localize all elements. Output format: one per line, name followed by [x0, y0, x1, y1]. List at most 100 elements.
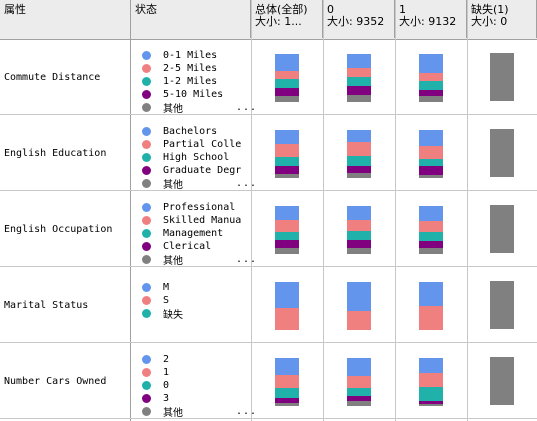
header-missing[interactable]: 缺失(1) 大小: 0	[467, 0, 537, 38]
bar-segment	[275, 157, 299, 166]
missing-bar[interactable]	[490, 281, 514, 329]
bar-segment	[347, 85, 371, 95]
bar-segment	[275, 282, 299, 309]
state-color-dot-icon	[142, 393, 151, 403]
bar-segment	[419, 240, 443, 248]
bar-segment	[275, 240, 299, 248]
bar-segment	[347, 376, 371, 388]
missing-bar[interactable]	[490, 205, 514, 253]
header-total[interactable]: 总体(全部) 大小: 1...	[251, 0, 323, 38]
attribute-name: Number Cars Owned	[4, 375, 107, 387]
bar-segment	[347, 173, 371, 178]
state-color-dot-icon	[142, 254, 151, 264]
state-legend: Bachelors Partial Colle High School Graduat…	[142, 115, 256, 191]
attribute-row[interactable]: English Education Bachelors Partial Colle H…	[0, 115, 537, 191]
state-item: 2-5 Miles	[142, 62, 252, 74]
state-item: 5-10 Miles	[142, 88, 252, 100]
state-legend: Professional Skilled Manua Management Cleri…	[142, 191, 256, 267]
attribute-name: Commute Distance	[4, 71, 101, 83]
missing-bar[interactable]	[490, 53, 514, 101]
bar-segment	[275, 174, 299, 178]
cluster-0-bar[interactable]	[347, 282, 371, 330]
cluster-1-bar[interactable]	[419, 130, 443, 178]
cluster-0-bar[interactable]	[347, 130, 371, 178]
bar-segment	[275, 231, 299, 241]
cluster-0-bar[interactable]	[347, 206, 371, 254]
attribute-row[interactable]: Marital Status M S 缺失	[0, 267, 537, 343]
missing-bar[interactable]	[490, 129, 514, 177]
bar-segment	[347, 282, 371, 311]
state-color-dot-icon	[142, 50, 151, 60]
state-color-dot-icon	[142, 139, 151, 149]
bar-segment	[419, 400, 443, 405]
state-item: 3	[142, 392, 252, 404]
bar-segment	[419, 387, 443, 401]
total-bar[interactable]	[275, 130, 299, 178]
header-cluster-1[interactable]: 1 大小: 9132	[395, 0, 467, 38]
state-item: 0	[142, 379, 252, 391]
more-states-indicator[interactable]: ...	[236, 178, 258, 189]
state-color-dot-icon	[142, 215, 151, 225]
cluster-0-bar[interactable]	[347, 358, 371, 406]
bar-segment	[419, 96, 443, 102]
attribute-row[interactable]: Commute Distance 0-1 Miles 2-5 Miles 1-2 Mi…	[0, 39, 537, 115]
state-label: 其他	[163, 255, 183, 267]
state-item: 其他	[142, 101, 252, 115]
cluster-1-bar[interactable]	[419, 54, 443, 102]
state-color-dot-icon	[142, 295, 151, 305]
total-bar[interactable]	[275, 54, 299, 102]
missing-bar[interactable]	[490, 357, 514, 405]
bar-segment	[347, 401, 371, 406]
bar-segment	[419, 232, 443, 241]
more-states-indicator[interactable]: ...	[236, 254, 258, 265]
state-color-dot-icon	[142, 152, 151, 162]
more-states-indicator[interactable]: ...	[236, 102, 258, 113]
attribute-row[interactable]: English Occupation Professional Skilled Ma…	[0, 191, 537, 267]
attribute-name: Marital Status	[4, 299, 89, 311]
state-item: 其他	[142, 177, 252, 191]
state-color-dot-icon	[142, 165, 151, 175]
total-bar[interactable]	[275, 358, 299, 406]
state-legend: 2 1 0 3 其他...	[142, 343, 256, 419]
state-item: Clerical	[142, 240, 252, 252]
bar-segment	[419, 306, 443, 330]
state-color-dot-icon	[142, 282, 151, 292]
state-item: 0-1 Miles	[142, 49, 252, 61]
cluster-1-bar[interactable]	[419, 358, 443, 406]
bar-segment	[419, 54, 443, 74]
state-item: 2	[142, 353, 252, 365]
state-color-dot-icon	[142, 178, 151, 188]
bar-segment	[347, 239, 371, 248]
state-label: 其他	[163, 407, 183, 419]
bar-segment	[347, 231, 371, 240]
cluster-1-bar[interactable]	[419, 282, 443, 330]
state-item: Skilled Manua	[142, 214, 252, 226]
bar-segment	[275, 79, 299, 88]
bar-segment	[419, 158, 443, 167]
total-bar[interactable]	[275, 282, 299, 330]
state-item: Management	[142, 227, 252, 239]
state-color-dot-icon	[142, 76, 151, 86]
column-divider	[323, 0, 324, 421]
bar-segment	[419, 282, 443, 306]
cluster-0-bar[interactable]	[347, 54, 371, 102]
header-cluster-0[interactable]: 0 大小: 9352	[323, 0, 395, 38]
bar-segment	[419, 73, 443, 82]
cluster-1-bar[interactable]	[419, 206, 443, 254]
bar-segment	[275, 247, 299, 254]
total-bar[interactable]	[275, 206, 299, 254]
header-attribute[interactable]: 属性	[0, 0, 131, 38]
bar-segment	[419, 166, 443, 176]
state-label: 其他	[163, 179, 183, 191]
attribute-row[interactable]: Number Cars Owned 2 1 0 3 其他...	[0, 343, 537, 419]
bar-segment	[419, 372, 443, 388]
state-label: 其他	[163, 103, 183, 115]
bar-segment	[347, 395, 371, 402]
bar-segment	[419, 358, 443, 373]
bar-segment	[347, 206, 371, 220]
header-state[interactable]: 状态	[131, 0, 251, 38]
column-divider	[130, 0, 131, 421]
more-states-indicator[interactable]: ...	[236, 406, 258, 417]
state-label: M	[163, 281, 170, 293]
bar-segment	[419, 89, 443, 97]
